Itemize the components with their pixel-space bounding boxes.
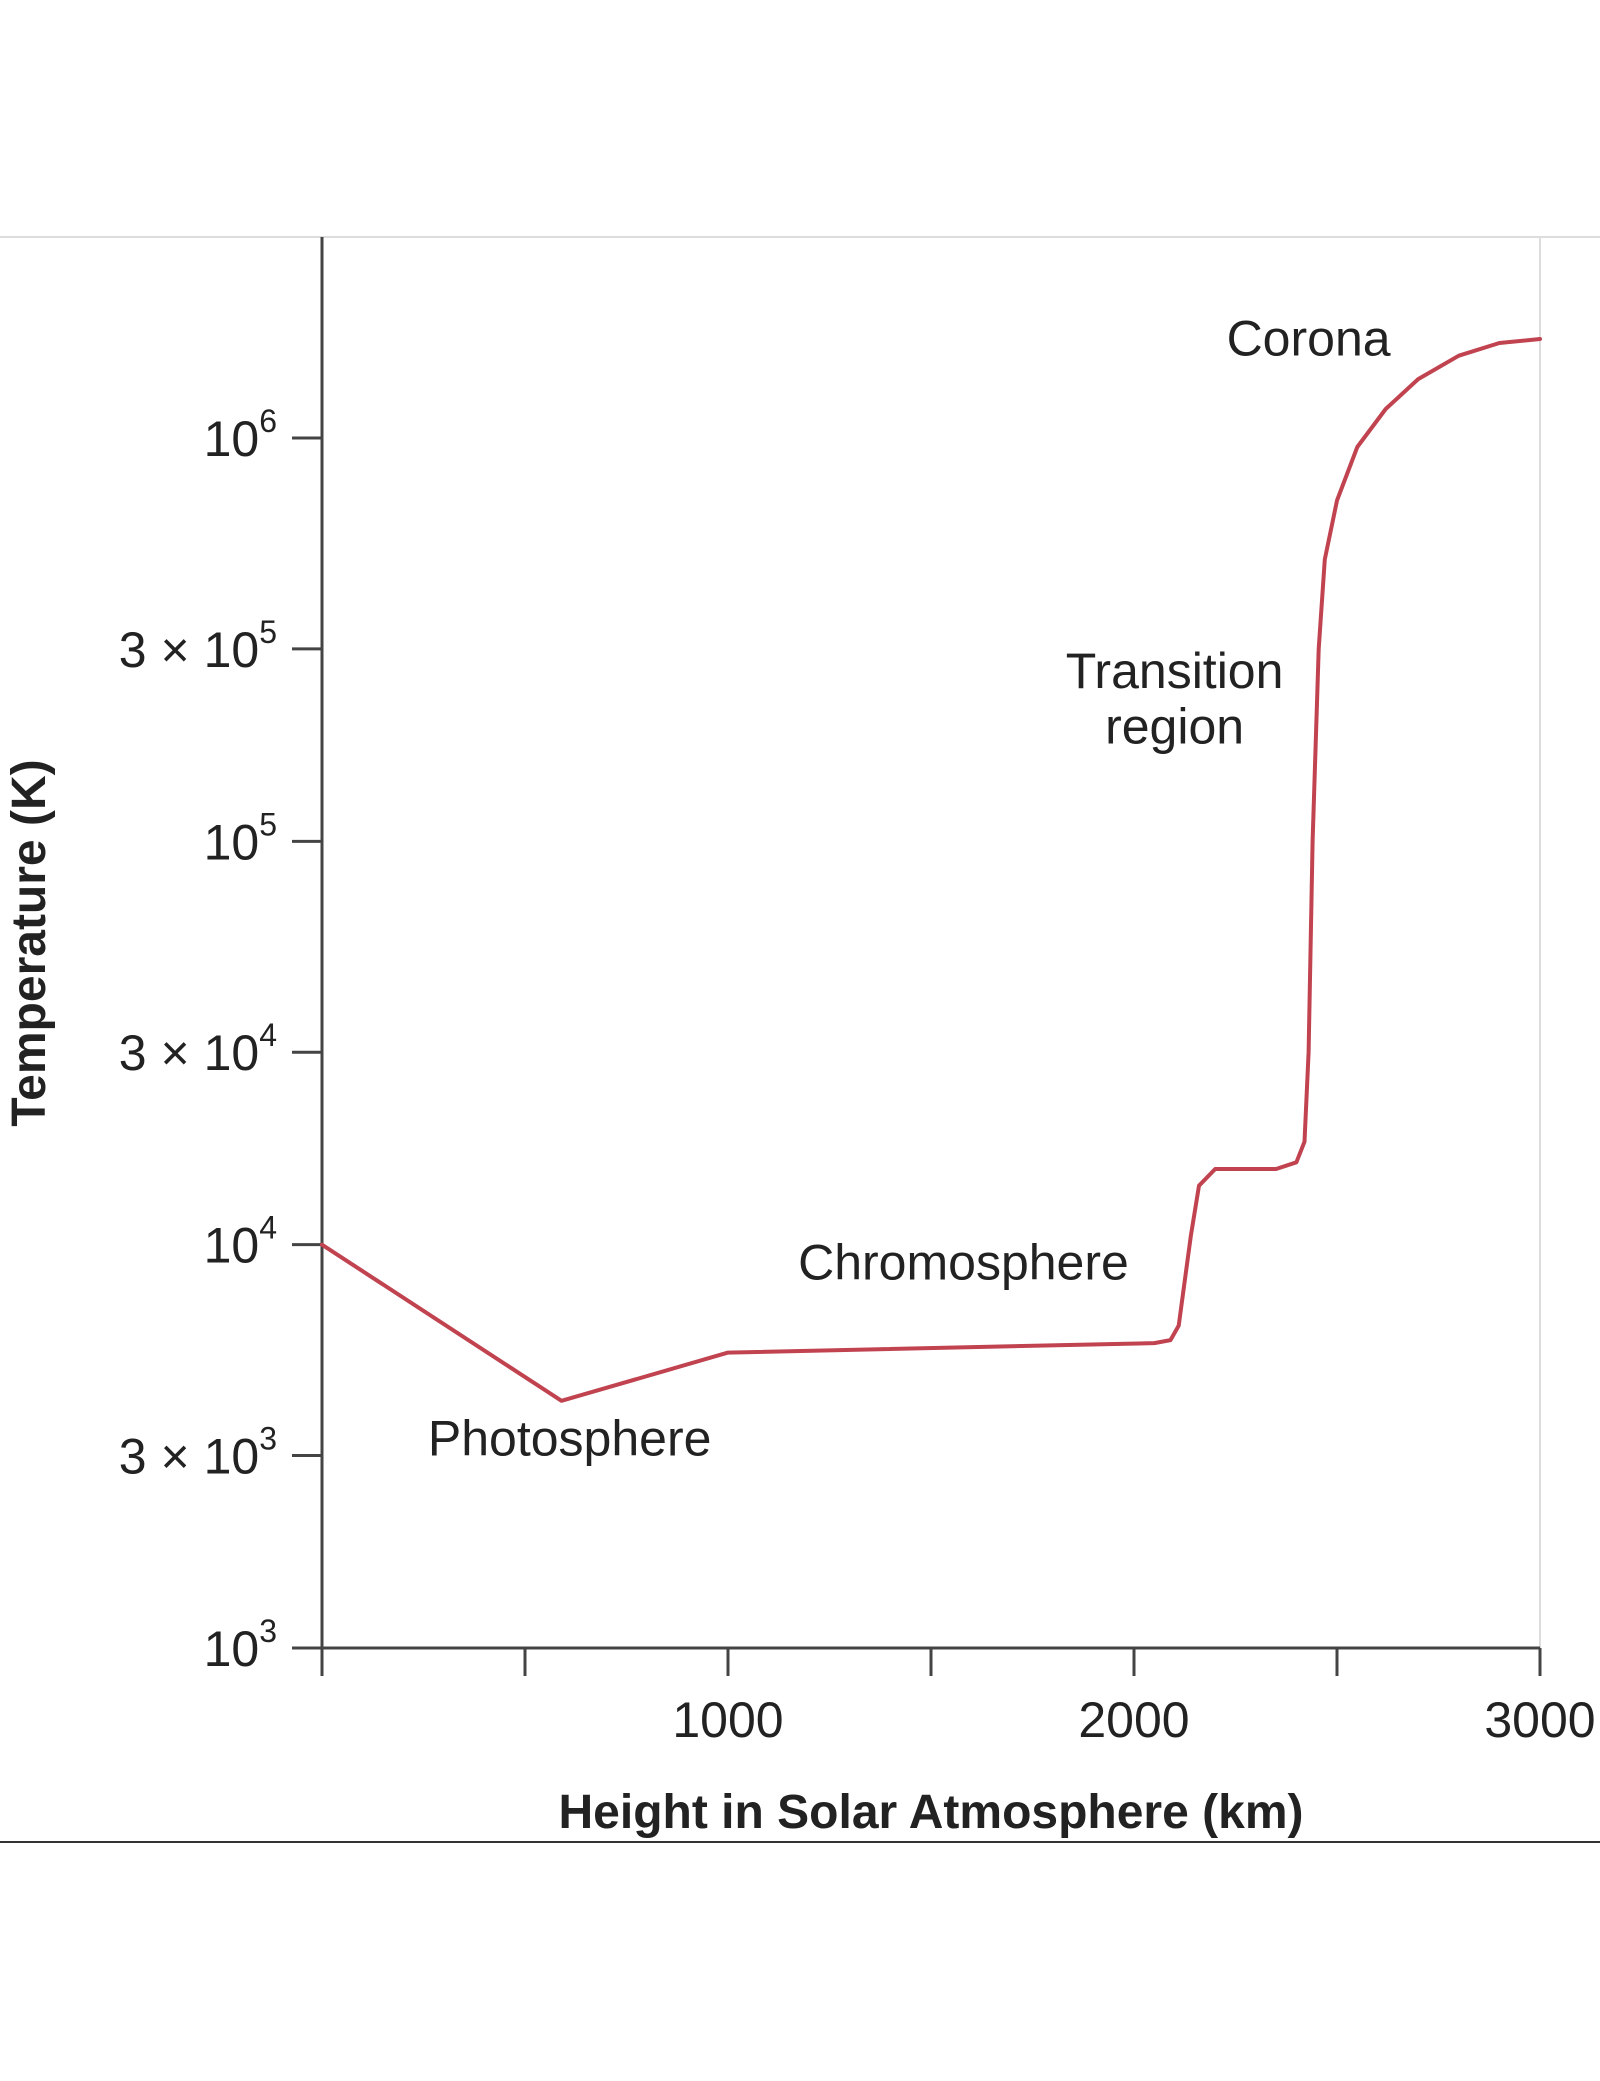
annotation-chromosphere: Chromosphere [798,1234,1129,1290]
y-tick-label-3: 3 × 104 [119,1017,277,1081]
annotation-transition: Transition [1066,643,1284,699]
y-axis-title: Temperature (K) [3,759,56,1126]
y-tick-label-0: 103 [204,1613,277,1677]
x-tick-label-2: 3000 [1484,1692,1595,1748]
annotation-photosphere: Photosphere [428,1411,712,1467]
y-ticks: 103 3 × 103 104 3 × 104 105 3 × 105 106 [119,403,322,1677]
y-tick-label-5: 3 × 105 [119,614,277,678]
y-tick-label-1: 3 × 103 [119,1421,277,1485]
x-tick-label-1: 2000 [1078,1692,1189,1748]
x-tick-label-0: 1000 [672,1692,783,1748]
series-layer [320,337,1542,1403]
plot-frame [0,236,1600,1843]
x-axis-title: Height in Solar Atmosphere (km) [559,1786,1304,1839]
y-tick-label-2: 104 [204,1210,277,1274]
y-tick-label-4: 105 [204,806,277,870]
annotation-region: region [1105,698,1244,754]
x-ticks: 1000 2000 3000 [320,1648,1596,1748]
temperature-series-line-0 [320,337,1542,1403]
annotation-corona: Corona [1227,311,1391,367]
y-tick-label-6: 106 [204,403,277,467]
